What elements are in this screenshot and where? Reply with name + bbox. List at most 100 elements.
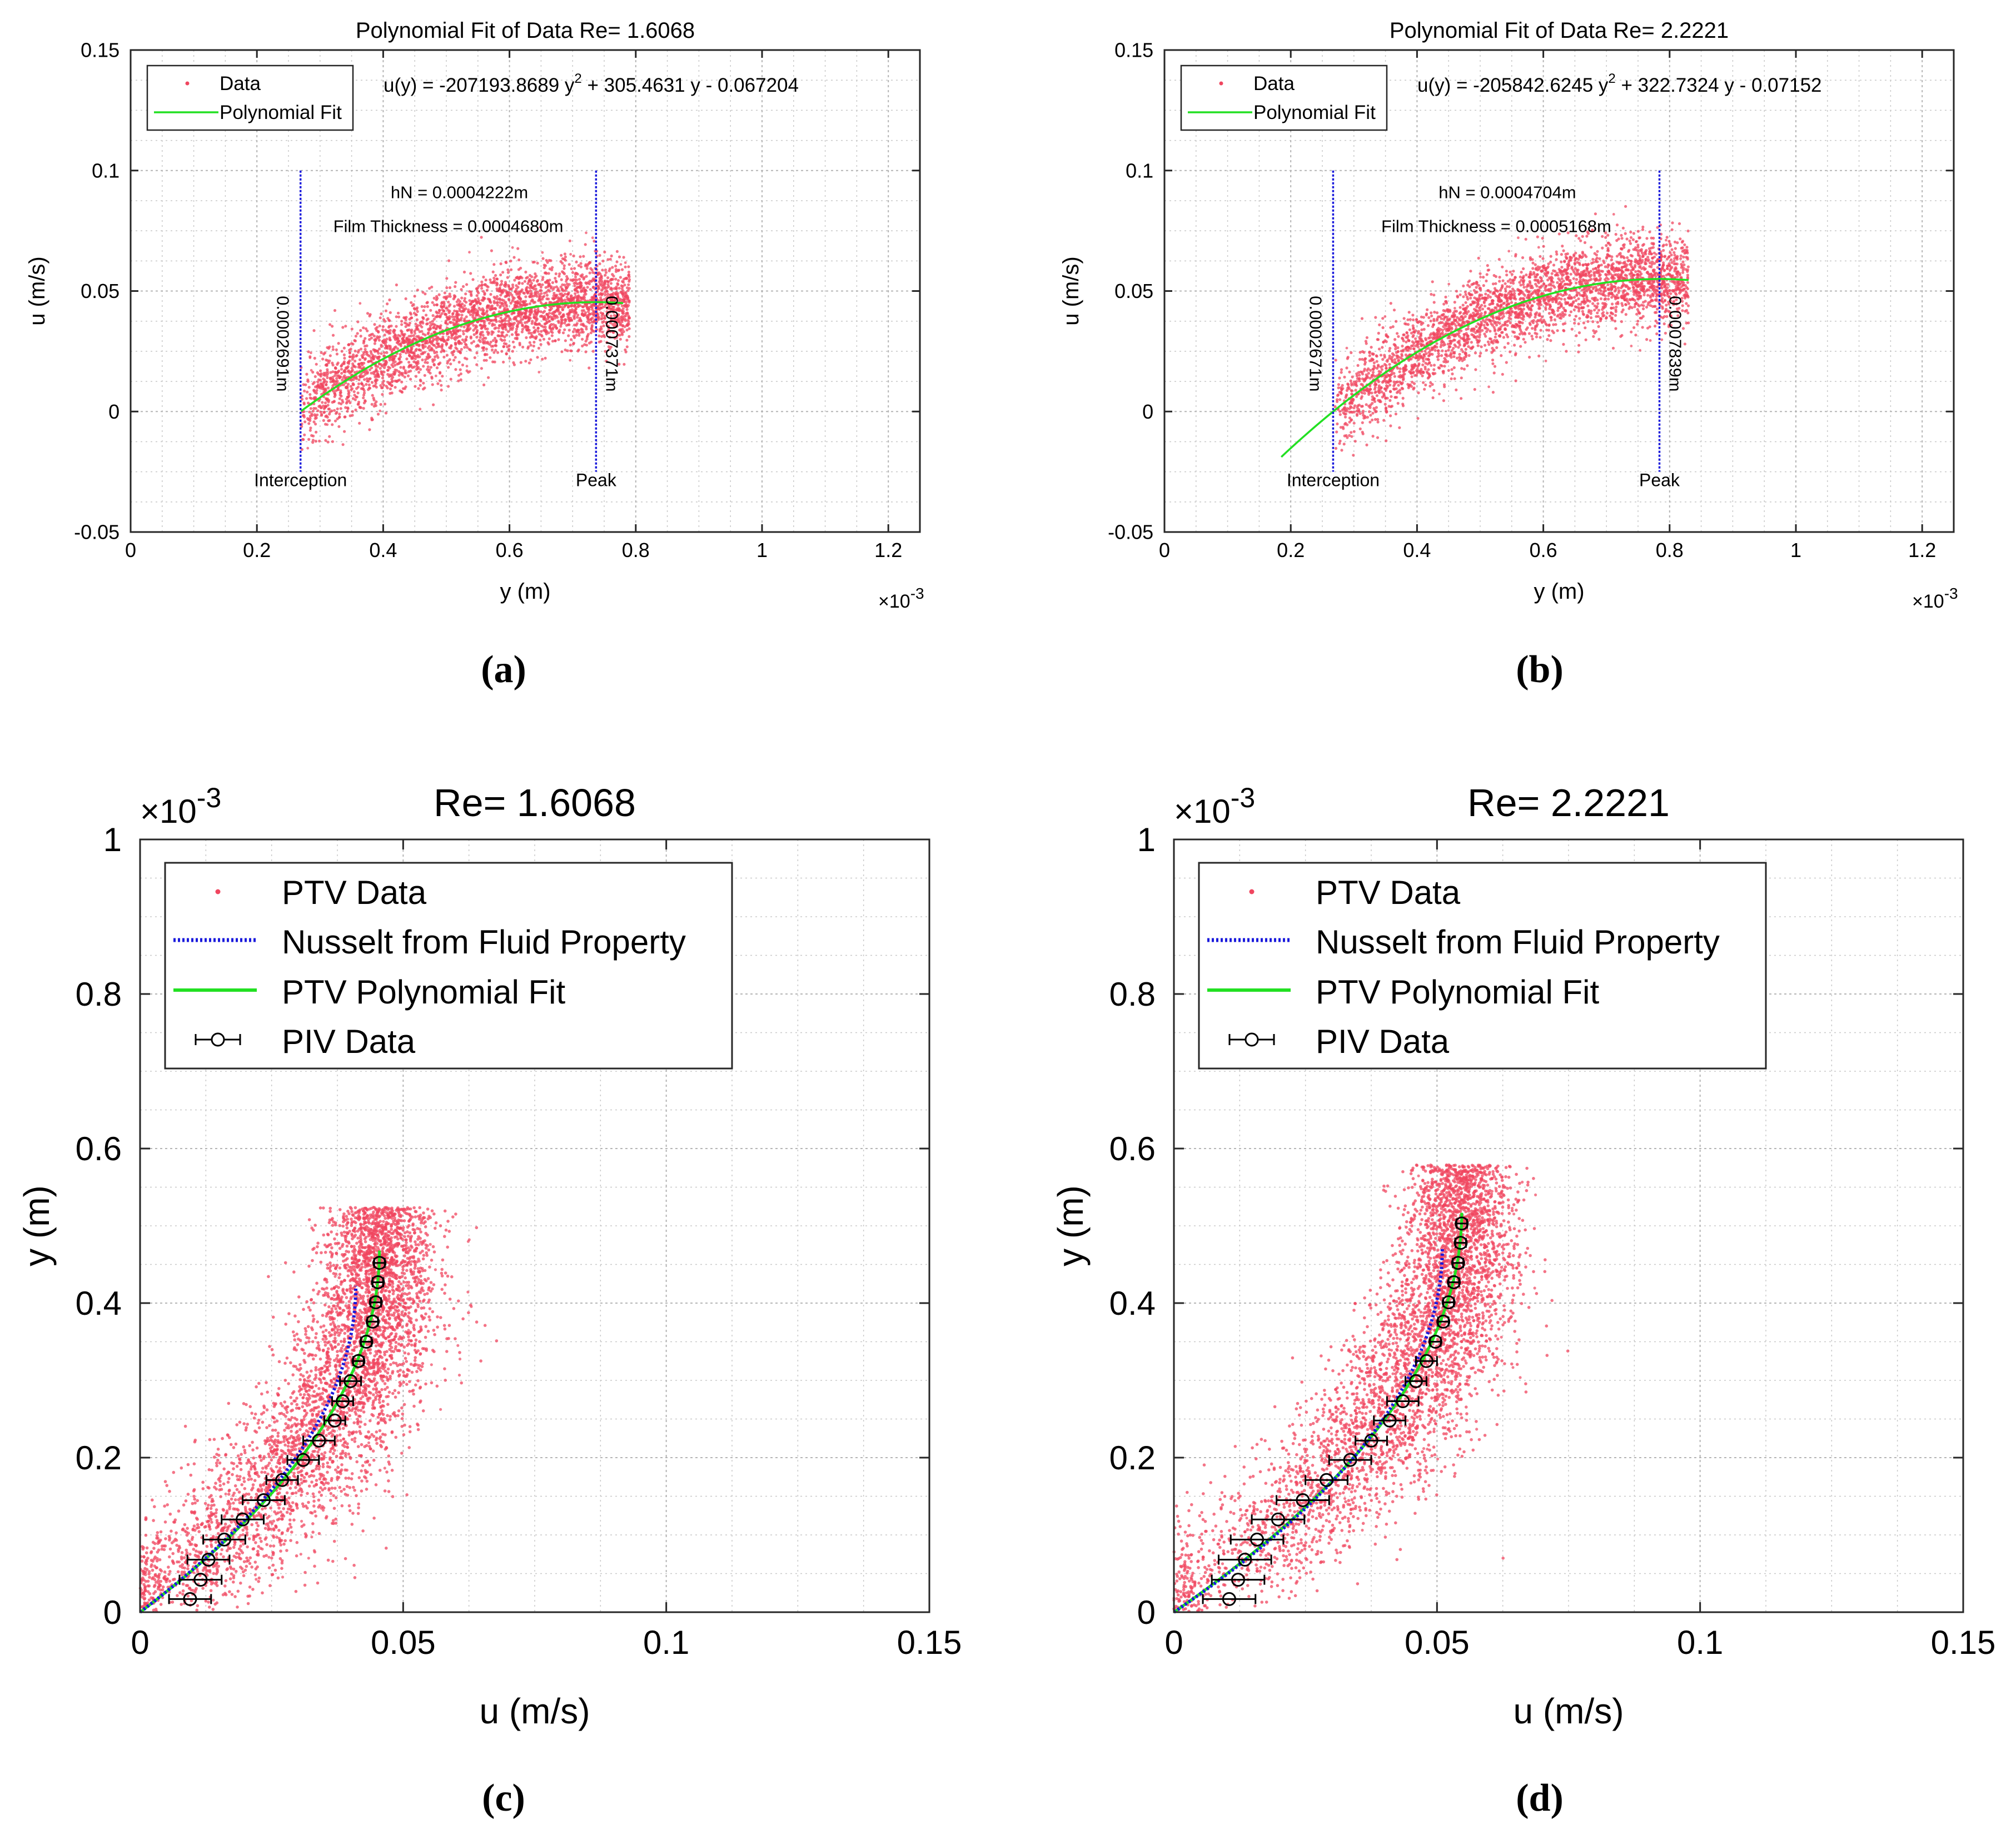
data-point xyxy=(532,279,535,282)
data-point xyxy=(563,252,567,256)
data-point xyxy=(1426,308,1429,311)
data-point xyxy=(448,292,451,296)
data-point xyxy=(1648,325,1651,329)
data-point xyxy=(311,382,315,386)
data-point xyxy=(1422,327,1426,331)
data-point xyxy=(608,269,611,272)
data-point xyxy=(368,428,371,431)
data-point xyxy=(510,333,514,336)
data-point xyxy=(451,315,454,319)
data-point xyxy=(440,302,444,305)
data-point xyxy=(419,368,422,371)
data-point xyxy=(1432,319,1436,322)
data-point xyxy=(466,346,469,349)
data-point xyxy=(358,405,361,409)
data-point xyxy=(1353,404,1357,407)
data-point xyxy=(551,266,554,269)
data-point xyxy=(359,347,363,351)
data-point xyxy=(471,315,475,319)
data-point xyxy=(328,354,332,357)
data-point xyxy=(518,292,521,296)
data-point xyxy=(431,383,434,386)
data-point xyxy=(554,279,557,283)
data-point xyxy=(353,371,357,374)
data-point xyxy=(524,315,528,319)
data-point xyxy=(336,380,339,383)
data-point xyxy=(460,314,464,317)
data-point xyxy=(449,362,452,366)
data-point xyxy=(422,309,425,312)
data-point xyxy=(527,331,531,335)
data-point xyxy=(611,266,614,269)
data-point xyxy=(548,326,551,330)
data-point xyxy=(519,361,522,364)
data-point xyxy=(534,290,537,294)
data-point xyxy=(1393,361,1396,365)
data-point xyxy=(1546,279,1550,282)
data-point xyxy=(403,387,407,390)
data-point xyxy=(555,285,559,289)
data-point xyxy=(551,281,555,284)
data-point xyxy=(376,335,379,339)
data-point xyxy=(548,267,551,271)
data-point xyxy=(601,330,604,334)
data-point xyxy=(383,366,386,370)
data-point xyxy=(552,294,555,297)
data-point xyxy=(516,325,519,329)
data-point xyxy=(589,267,593,270)
data-point xyxy=(463,340,466,344)
data-point xyxy=(1681,260,1685,264)
data-point xyxy=(547,311,551,315)
data-point xyxy=(474,327,477,330)
data-point xyxy=(1605,274,1608,277)
data-point xyxy=(600,284,603,287)
data-point xyxy=(537,283,541,286)
data-point xyxy=(1392,387,1396,391)
data-point xyxy=(614,292,618,296)
data-point xyxy=(447,300,450,304)
data-point xyxy=(547,259,551,262)
equation-rest: + 305.4631 y - 0.067204 xyxy=(582,74,799,96)
data-point xyxy=(492,295,496,299)
data-point xyxy=(342,353,346,357)
data-point xyxy=(558,329,561,332)
data-point xyxy=(1568,314,1571,317)
data-point xyxy=(432,303,436,307)
data-point xyxy=(391,372,394,376)
data-point xyxy=(311,409,315,413)
data-point xyxy=(457,360,461,364)
data-point xyxy=(1493,365,1497,368)
data-point xyxy=(1480,304,1484,307)
data-point xyxy=(400,372,404,376)
data-point xyxy=(1539,336,1542,339)
data-point xyxy=(585,337,589,341)
data-point xyxy=(532,344,535,348)
data-point xyxy=(1678,273,1681,277)
data-point xyxy=(495,301,499,305)
data-point xyxy=(374,402,377,405)
data-point xyxy=(565,275,569,278)
data-point xyxy=(347,389,350,392)
data-point xyxy=(555,327,559,330)
data-point xyxy=(1439,364,1442,367)
data-point xyxy=(426,361,429,365)
data-point xyxy=(1519,345,1522,348)
data-point xyxy=(560,318,563,321)
data-point xyxy=(314,440,317,443)
data-point xyxy=(451,312,455,316)
data-point xyxy=(598,316,601,319)
data-point xyxy=(555,314,558,317)
data-point xyxy=(1400,352,1403,356)
data-point xyxy=(384,411,388,415)
data-point xyxy=(469,272,472,275)
data-point xyxy=(331,440,335,443)
data-point xyxy=(540,330,543,333)
data-point xyxy=(445,315,449,319)
data-point xyxy=(449,346,452,350)
data-point xyxy=(580,327,583,331)
data-point xyxy=(1665,243,1668,246)
data-point xyxy=(370,336,374,340)
data-point xyxy=(436,382,440,385)
data-point xyxy=(357,382,361,386)
